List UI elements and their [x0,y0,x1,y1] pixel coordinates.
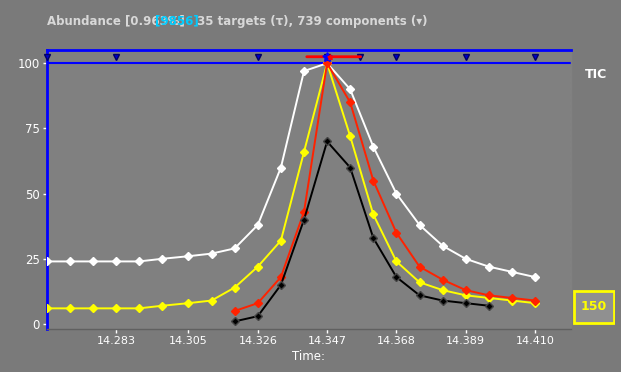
Text: 150: 150 [581,301,607,313]
X-axis label: Time:: Time: [292,350,325,363]
Text: Abundance [0.963%]: Abundance [0.963%] [47,15,184,28]
FancyBboxPatch shape [574,291,614,323]
Text: 35 targets (τ), 739 components (▾): 35 targets (τ), 739 components (▾) [193,15,427,28]
Text: TIC: TIC [585,68,607,81]
Text: [9856]: [9856] [155,15,199,28]
